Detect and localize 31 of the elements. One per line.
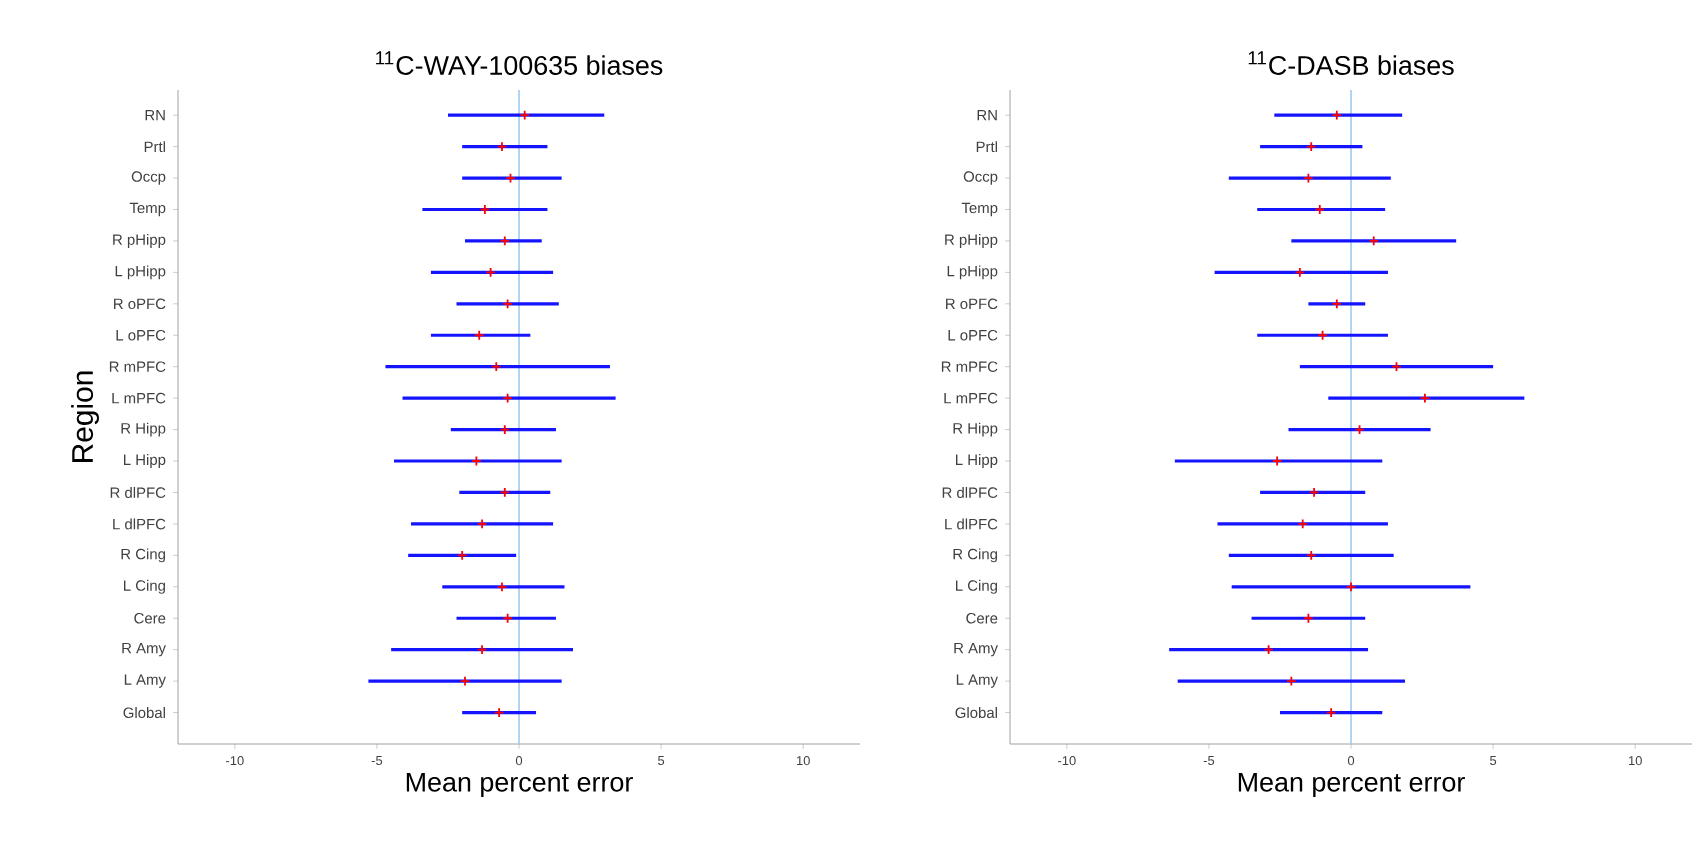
point xyxy=(459,675,471,687)
point xyxy=(1286,675,1297,687)
point xyxy=(471,455,482,467)
point xyxy=(456,550,468,561)
point xyxy=(496,141,508,152)
chart-title: $^{11}$C-WAY-100635 biases xyxy=(376,51,663,75)
point xyxy=(1271,455,1283,467)
point xyxy=(1294,267,1306,278)
chart-title: $^{11}$C-DASB biases xyxy=(1248,51,1454,75)
x-axis-title: Mean percent error xyxy=(406,772,633,797)
point xyxy=(519,109,530,121)
point xyxy=(1317,329,1328,341)
point xyxy=(1368,235,1380,247)
x-axis-title: Mean percent error xyxy=(1238,772,1465,797)
point xyxy=(1331,298,1343,310)
point xyxy=(476,644,488,655)
point xyxy=(1345,581,1357,593)
point xyxy=(1331,109,1343,121)
point xyxy=(1263,644,1274,655)
point xyxy=(496,581,508,593)
point xyxy=(1305,141,1317,152)
point xyxy=(499,235,511,247)
point xyxy=(502,298,513,310)
y-axis-title: Region xyxy=(71,371,99,462)
point xyxy=(1305,550,1317,561)
point xyxy=(473,329,485,341)
point xyxy=(502,612,513,624)
point xyxy=(1297,518,1309,530)
point xyxy=(490,361,502,372)
point xyxy=(1419,392,1431,404)
point xyxy=(502,392,513,404)
